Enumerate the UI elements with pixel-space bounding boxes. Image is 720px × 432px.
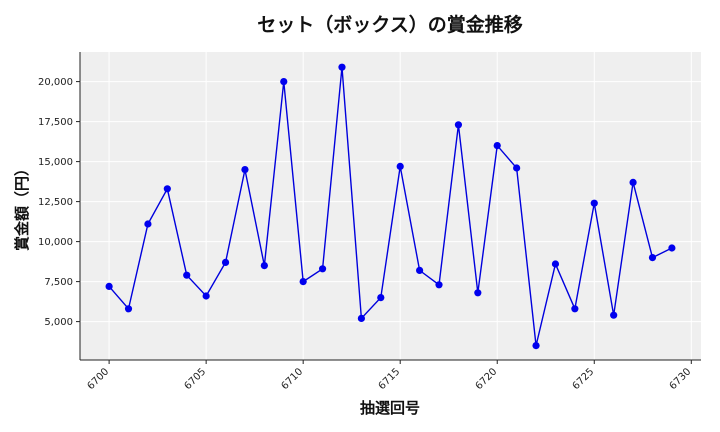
axes xyxy=(79,52,701,361)
x-tick-label: 6730 xyxy=(668,366,694,392)
x-tick-label: 6715 xyxy=(377,366,403,392)
x-tick-label: 6720 xyxy=(474,366,500,392)
data-point xyxy=(532,342,540,350)
data-point xyxy=(338,63,346,71)
x-tick-label: 6705 xyxy=(182,366,208,392)
data-point xyxy=(454,121,463,129)
data-point xyxy=(357,314,365,322)
y-tick-label: 5,000 xyxy=(44,317,73,328)
data-point xyxy=(551,260,560,268)
series xyxy=(105,63,676,350)
data-point xyxy=(629,178,637,186)
data-point xyxy=(202,292,210,300)
data-point xyxy=(260,262,268,270)
data-point xyxy=(221,258,230,266)
x-tick-label: 6725 xyxy=(571,366,597,392)
x-axis-label: 抽選回号 xyxy=(360,399,420,417)
data-point xyxy=(105,282,113,290)
x-ticks: 6700 6705 6710 6715 6720 6725 6730 xyxy=(85,360,693,392)
data-point xyxy=(668,244,676,252)
series-line xyxy=(108,67,673,346)
data-point xyxy=(474,289,482,297)
plot-area xyxy=(80,52,701,360)
data-point xyxy=(610,311,618,319)
y-tick-label: 17,500 xyxy=(38,117,73,128)
y-tick-label: 15,000 xyxy=(38,157,73,168)
data-point xyxy=(571,305,579,313)
data-point xyxy=(144,220,152,228)
x-tick-label: 6710 xyxy=(280,366,306,392)
data-point xyxy=(377,294,385,302)
data-point xyxy=(299,278,307,286)
y-tick-label: 12,500 xyxy=(38,197,73,208)
x-tick-label: 6700 xyxy=(85,366,111,392)
data-point xyxy=(318,265,327,273)
data-point xyxy=(416,266,424,274)
y-ticks: 5,000 7,500 10,000 12,500 15,000 17,500 20,000 xyxy=(38,77,80,328)
data-point xyxy=(163,185,171,193)
data-point xyxy=(513,164,521,172)
data-point xyxy=(648,254,657,262)
data-point xyxy=(124,305,133,313)
y-tick-label: 10,000 xyxy=(38,237,73,248)
y-tick-label: 20,000 xyxy=(38,77,73,88)
data-point xyxy=(493,142,501,150)
y-tick-label: 7,500 xyxy=(44,277,73,288)
data-point xyxy=(183,271,191,279)
data-point xyxy=(590,199,598,207)
data-point xyxy=(241,166,249,174)
data-point xyxy=(435,281,443,289)
y-axis-label: 賞金額（円） xyxy=(13,161,31,251)
data-point xyxy=(280,78,288,86)
chart-title: セット（ボックス）の賞金推移 xyxy=(257,13,522,36)
data-point xyxy=(396,162,404,170)
